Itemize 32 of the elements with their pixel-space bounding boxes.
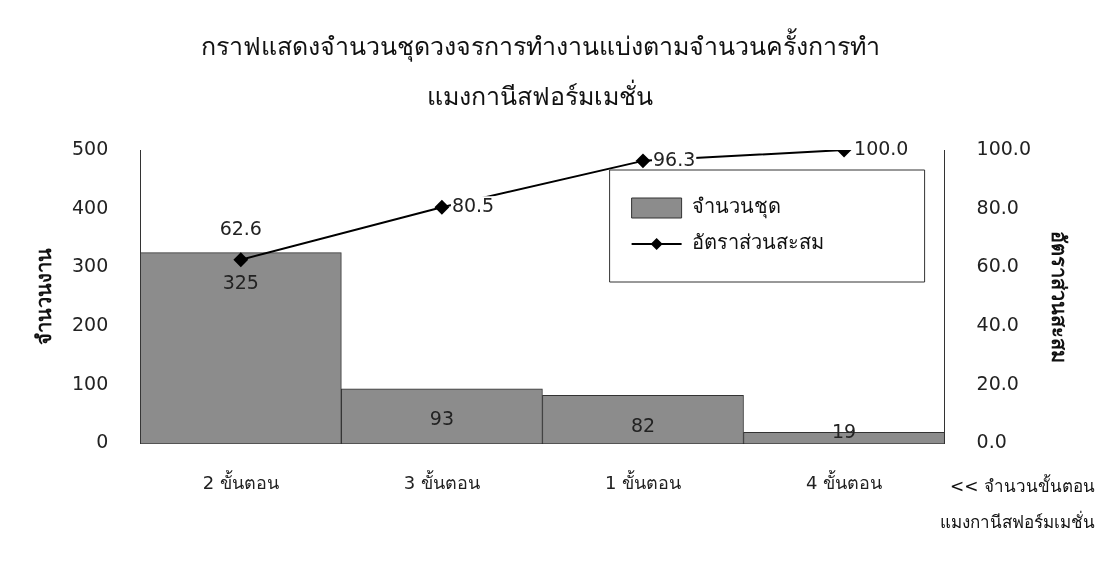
point xyxy=(434,200,449,215)
x-tick-label: 4 ขั้นตอน xyxy=(805,469,883,493)
y-tick-label: 100 xyxy=(72,371,109,394)
data-label: 96.3 xyxy=(652,147,696,170)
point xyxy=(233,252,248,267)
x-axis-title: << จำนวนขั้นตอน แมงกานีสฟอร์มเมชั่น xyxy=(939,473,1095,534)
x-tick-label: 3 ขั้นตอน xyxy=(403,469,480,493)
y2-tick-label: 60.0 xyxy=(976,254,1019,277)
y2-tick-label: 100.0 xyxy=(976,136,1032,159)
y-tick-label: 0 xyxy=(96,430,109,453)
y2-axis-title: อัตราส่วนสะสม xyxy=(1046,230,1071,363)
y-tick-label: 300 xyxy=(72,254,109,277)
data-label: 325 xyxy=(222,271,259,294)
y2-tick-label: 20.0 xyxy=(976,371,1019,394)
y-tick-label: 400 xyxy=(72,195,109,218)
x-tick-label: 1 ขั้นตอน xyxy=(604,469,682,493)
y-tick-label: 500 xyxy=(72,136,109,159)
y2-tick-label: 80.0 xyxy=(976,195,1019,218)
y2-tick-label: 0.0 xyxy=(976,430,1007,453)
data-label: 80.5 xyxy=(451,194,495,217)
x-tick-label: 2 ขั้นตอน xyxy=(202,469,279,493)
data-label: 93 xyxy=(429,407,454,430)
data-label: 100.0 xyxy=(854,136,909,159)
y-tick-label: 200 xyxy=(72,312,109,335)
data-label: 62.6 xyxy=(219,216,262,239)
data-label: 82 xyxy=(630,413,656,436)
point xyxy=(635,153,650,168)
y-axis-title: จำนวนงาน xyxy=(32,248,57,346)
chart-title: กราฟแสดงจำนวนชุดวงจรการทำงานแบ่งตามจำนวนครั้งการทำแมงกานีสฟอร์มเมชั่น xyxy=(199,27,881,113)
legend-label: อัตราส่วนสะสม xyxy=(691,230,824,255)
y2-tick-label: 40.0 xyxy=(976,312,1019,335)
legend-label: จำนวนชุด xyxy=(691,194,781,220)
